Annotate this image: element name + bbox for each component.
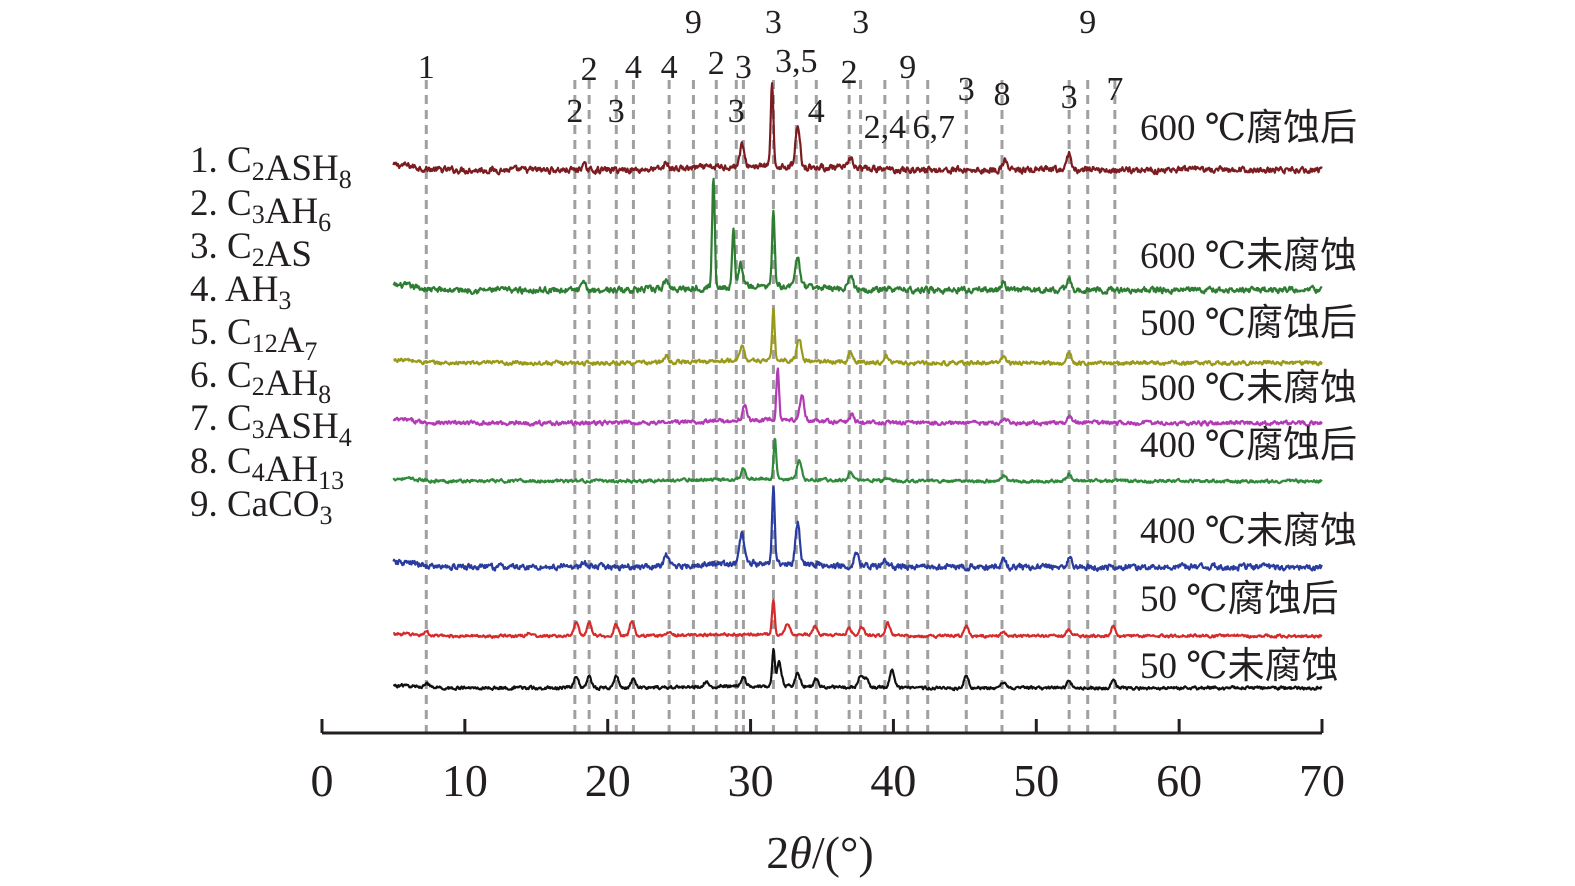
series-label: 50 ℃腐蚀后 bbox=[1140, 578, 1339, 620]
series-trace bbox=[392, 177, 1323, 296]
legend-item: 3. C2AS bbox=[190, 226, 312, 275]
peak-label: 3 bbox=[765, 4, 782, 41]
legend-item: 4. AH3 bbox=[190, 269, 291, 315]
x-tick-label: 70 bbox=[1299, 755, 1345, 806]
legend-item: 1. C2ASH8 bbox=[190, 140, 352, 194]
peak-label: 9 bbox=[685, 4, 702, 41]
reference-lines bbox=[424, 80, 1117, 733]
series-label: 500 ℃未腐蚀 bbox=[1140, 367, 1357, 409]
peak-label: 1 bbox=[418, 49, 435, 86]
peak-label: 7 bbox=[1106, 71, 1123, 108]
x-axis-ticks: 0 10 20 30 40 50 60 70 bbox=[311, 719, 1345, 806]
series-label: 600 ℃腐蚀后 bbox=[1140, 107, 1357, 149]
peak-label: 2 bbox=[566, 93, 583, 130]
x-tick-label: 30 bbox=[728, 755, 774, 806]
series-trace bbox=[392, 82, 1323, 176]
legend-item: 2. C3AH6 bbox=[190, 183, 331, 237]
x-axis: 0 10 20 30 40 50 60 70 bbox=[311, 719, 1345, 806]
series-label: 500 ℃腐蚀后 bbox=[1140, 302, 1357, 344]
series-label: 600 ℃未腐蚀 bbox=[1140, 235, 1357, 277]
series-trace bbox=[392, 437, 1323, 485]
peak-label: 3 bbox=[958, 71, 975, 108]
series-label: 50 ℃未腐蚀 bbox=[1140, 645, 1339, 687]
peak-label: 4 bbox=[661, 49, 678, 86]
series-traces bbox=[392, 82, 1323, 692]
series-trace bbox=[392, 367, 1323, 427]
x-tick-label: 20 bbox=[585, 755, 631, 806]
peak-label: 3,5 bbox=[775, 43, 818, 80]
peak-label: 3 bbox=[1061, 79, 1078, 116]
series-labels: 600 ℃腐蚀后 600 ℃未腐蚀 500 ℃腐蚀后 500 ℃未腐蚀 400 ℃腐蚀后… bbox=[1140, 107, 1357, 687]
series-trace bbox=[392, 647, 1323, 692]
x-tick-label: 50 bbox=[1013, 755, 1059, 806]
peak-label: 4 bbox=[808, 93, 825, 130]
peak-label: 2,4 bbox=[864, 109, 907, 146]
series-trace bbox=[393, 598, 1323, 639]
x-tick-label: 40 bbox=[870, 755, 916, 806]
series-label: 400 ℃腐蚀后 bbox=[1140, 424, 1357, 466]
legend-item: 6. C2AH8 bbox=[190, 355, 331, 409]
legend-item: 9. CaCO3 bbox=[190, 484, 333, 530]
peak-label: 9 bbox=[899, 49, 916, 86]
series-trace bbox=[393, 307, 1323, 367]
peak-label: 2 bbox=[708, 45, 725, 82]
peak-label: 6,7 bbox=[912, 109, 955, 146]
peak-label: 2 bbox=[581, 51, 598, 88]
legend-item: 5. C12A7 bbox=[190, 312, 317, 366]
x-axis-title: 2θ/(°) bbox=[766, 827, 873, 878]
peak-label: 3 bbox=[852, 4, 869, 41]
peak-label: 3 bbox=[608, 93, 625, 130]
x-tick-label: 0 bbox=[311, 755, 334, 806]
x-tick-label: 60 bbox=[1156, 755, 1202, 806]
legend-item: 7. C3ASH4 bbox=[190, 398, 352, 452]
peak-label: 9 bbox=[1079, 4, 1096, 41]
peak-label: 2 bbox=[841, 54, 858, 91]
series-label: 400 ℃未腐蚀 bbox=[1140, 510, 1357, 552]
x-tick-label: 10 bbox=[442, 755, 488, 806]
peak-label: 3 bbox=[735, 49, 752, 86]
legend-item: 8. C4AH13 bbox=[190, 441, 344, 495]
peak-label: 3 bbox=[728, 93, 745, 130]
peak-label: 4 bbox=[625, 49, 642, 86]
peak-label: 8 bbox=[994, 76, 1011, 113]
series-trace bbox=[392, 485, 1323, 572]
